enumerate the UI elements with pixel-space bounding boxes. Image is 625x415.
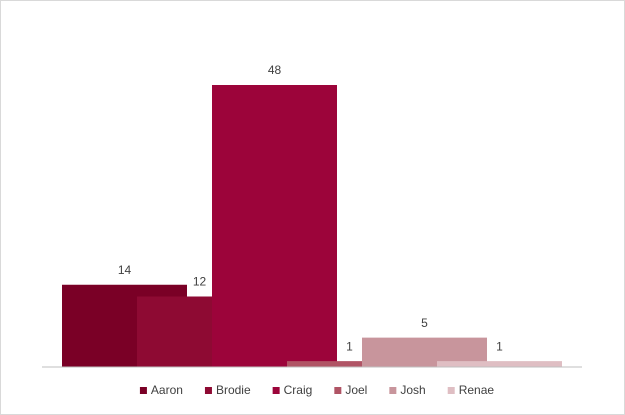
legend-label: Aaron bbox=[151, 383, 183, 397]
legend-marker bbox=[204, 387, 212, 394]
legend-label: Craig bbox=[284, 383, 313, 397]
legend-label: Brodie bbox=[216, 383, 251, 397]
data-label: 14 bbox=[118, 263, 132, 277]
legend-marker bbox=[139, 387, 147, 394]
bar bbox=[287, 361, 412, 367]
legend-label: Joel bbox=[345, 383, 367, 397]
data-label: 12 bbox=[193, 275, 207, 289]
data-label: 1 bbox=[346, 339, 353, 353]
legend-marker bbox=[272, 387, 280, 394]
data-label: 48 bbox=[268, 63, 282, 77]
legend-marker bbox=[447, 387, 455, 394]
legend-label: Renae bbox=[459, 383, 495, 397]
legend-label: Josh bbox=[400, 383, 425, 397]
bar bbox=[437, 361, 562, 367]
bar bbox=[212, 85, 337, 367]
legend-marker bbox=[389, 387, 397, 394]
data-label: 5 bbox=[421, 316, 428, 330]
data-label: 1 bbox=[496, 339, 503, 353]
legend-marker bbox=[334, 387, 342, 394]
